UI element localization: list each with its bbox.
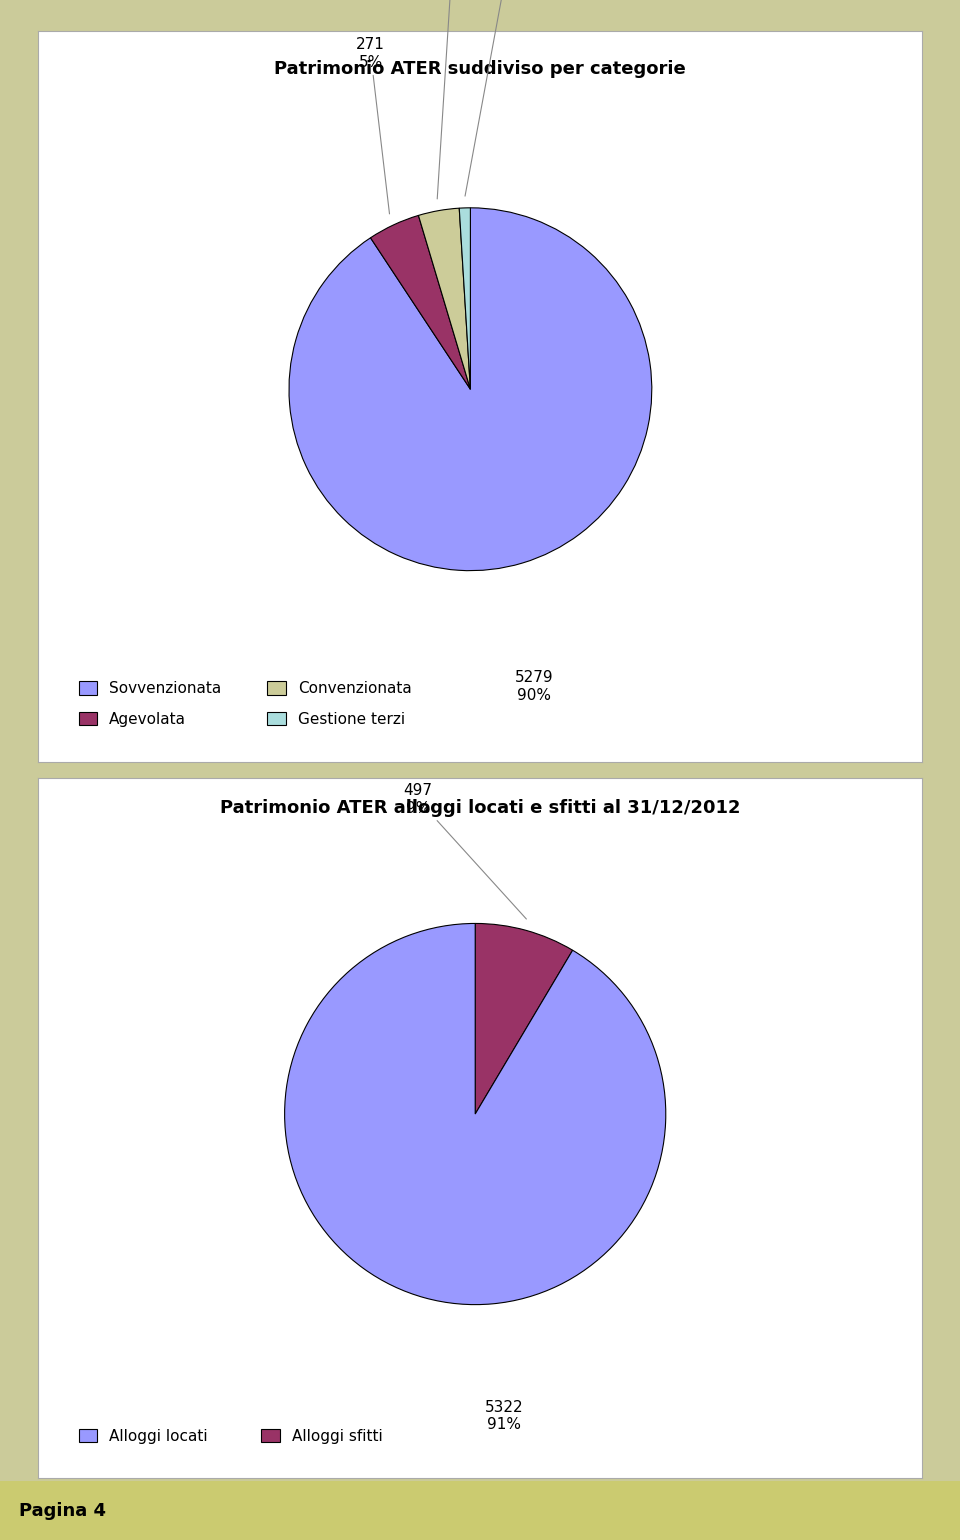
Legend: Alloggi locati, Alloggi sfitti: Alloggi locati, Alloggi sfitti	[73, 1423, 389, 1449]
Text: Patrimonio ATER alloggi locati e sfitti al 31/12/2012: Patrimonio ATER alloggi locati e sfitti …	[220, 799, 740, 816]
Text: 57
1%: 57 1%	[465, 0, 537, 196]
Wedge shape	[419, 208, 470, 390]
Text: Patrimonio ATER suddiviso per categorie: Patrimonio ATER suddiviso per categorie	[275, 60, 685, 79]
Text: Pagina 4: Pagina 4	[19, 1502, 107, 1520]
Text: 497
9%: 497 9%	[403, 784, 526, 919]
Text: 271
5%: 271 5%	[356, 37, 390, 214]
Wedge shape	[284, 924, 666, 1304]
Text: 5322
91%: 5322 91%	[485, 1400, 523, 1432]
Wedge shape	[475, 924, 573, 1113]
Legend: Sovvenzionata, Agevolata, Convenzionata, Gestione terzi: Sovvenzionata, Agevolata, Convenzionata,…	[73, 675, 418, 733]
Text: 5279
90%: 5279 90%	[515, 670, 553, 702]
Wedge shape	[371, 216, 470, 390]
Wedge shape	[459, 208, 470, 390]
Text: 212
4%: 212 4%	[437, 0, 467, 199]
Wedge shape	[289, 208, 652, 571]
